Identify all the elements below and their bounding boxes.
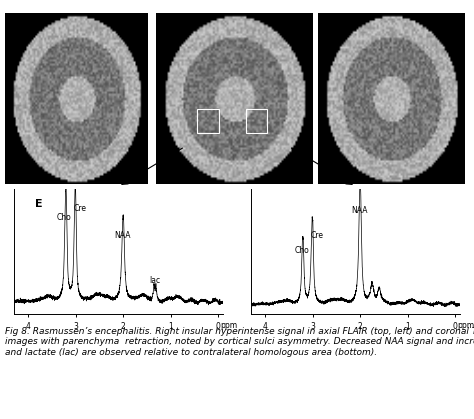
Text: Fig 8. Rasmussen’s encephalitis. Right insular hyperintense signal in axial FLAI: Fig 8. Rasmussen’s encephalitis. Right i…: [5, 327, 474, 357]
Text: lac: lac: [149, 276, 161, 285]
Text: NAA: NAA: [115, 231, 131, 240]
Text: Cho: Cho: [295, 246, 310, 255]
Text: E: E: [36, 199, 43, 210]
Text: ppm: ppm: [457, 321, 474, 330]
Text: Cho: Cho: [56, 213, 72, 222]
Text: NAA: NAA: [352, 206, 368, 215]
Text: Cre: Cre: [310, 231, 323, 240]
Text: ppm: ppm: [220, 321, 237, 330]
Bar: [197, 109, 219, 133]
Text: Cre: Cre: [74, 204, 87, 213]
Bar: [246, 109, 267, 133]
